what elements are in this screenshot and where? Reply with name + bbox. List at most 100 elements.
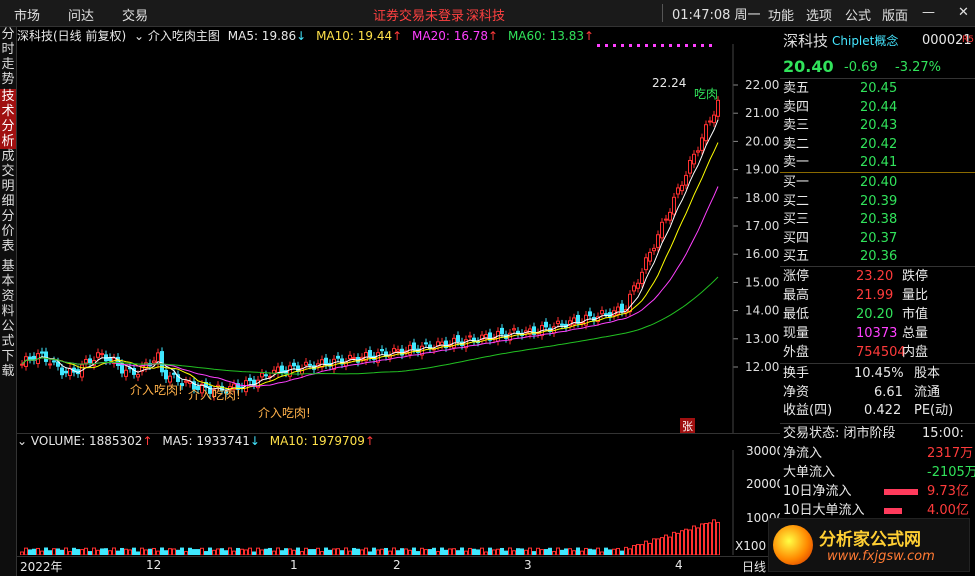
stock-code: 000021 [922, 33, 972, 48]
tab-formula-download[interactable]: 公式下载 [1, 319, 15, 379]
volume-bar [332, 548, 336, 555]
tab-trade-detail[interactable]: 成交明细 [1, 149, 15, 209]
dot-marker [621, 44, 624, 47]
volume-bar [700, 523, 704, 555]
candle [196, 386, 200, 391]
kline-chart[interactable]: 22.00 21.00 20.00 19.00 18.00 17.00 16.00 15.00… [17, 44, 780, 434]
ma20-value: MA20: 16.78 [412, 29, 489, 43]
candle [304, 361, 308, 366]
indicator-dropdown-icon[interactable]: ⌄ [134, 29, 145, 43]
stock-name: 深科技 [783, 32, 829, 50]
volume-bar [688, 529, 692, 555]
volume-bar [560, 549, 564, 555]
chart-title: 深科技(日线 前复权) [17, 29, 127, 43]
turnover-label: 换手 [783, 366, 810, 381]
volume-bar [556, 547, 560, 555]
volume-bar [680, 530, 684, 555]
menu-market[interactable]: 市场 [14, 9, 41, 24]
login-notice[interactable]: 证券交易未登录 [373, 9, 465, 24]
menu-trade[interactable]: 交易 [122, 9, 149, 24]
stat-label: 外盘 [783, 345, 810, 360]
candle [152, 360, 156, 364]
volume-chart[interactable] [17, 450, 780, 555]
stat-value: 20.20 [856, 307, 894, 322]
volume-bar [384, 547, 388, 555]
candle [500, 327, 504, 335]
volume-bar [388, 550, 392, 555]
candle [260, 372, 264, 378]
volume-bar [504, 550, 508, 555]
logo-title: 分析家公式网 [819, 530, 921, 550]
volume-bar [408, 549, 412, 555]
stat-label: 最高 [783, 288, 810, 303]
price-tick: 14.00 [745, 304, 779, 318]
candle [208, 385, 212, 394]
volume-bar [156, 550, 160, 555]
candle [280, 365, 284, 373]
candle [708, 120, 712, 123]
volume-bar [676, 532, 680, 555]
vol-unit: X100 [735, 539, 767, 553]
candle [348, 354, 352, 360]
tab-basic-info[interactable]: 基本资料 [1, 259, 15, 319]
candle [656, 234, 660, 248]
volume-bar [544, 549, 548, 555]
candle [324, 357, 328, 366]
bid-price: 20.37 [860, 230, 898, 246]
tab-tech-analysis[interactable]: 技术分析 [0, 89, 16, 149]
volume-bar [684, 528, 688, 555]
trade-time: 15:00: [922, 426, 964, 441]
eps-value: 0.422 [864, 403, 902, 418]
volume-bar [608, 549, 612, 555]
volume-bar [44, 547, 48, 555]
volume-bar [308, 549, 312, 555]
menu-options[interactable]: 选项 [806, 9, 833, 24]
dot-marker [645, 44, 648, 47]
candle [288, 365, 292, 377]
menu-formula[interactable]: 公式 [845, 9, 872, 24]
close-icon[interactable]: ✕ [958, 5, 969, 20]
volume-bars [20, 519, 720, 555]
flow-label: 10日大单流入 [783, 503, 865, 518]
tab-timeshare[interactable]: 分时走势 [1, 27, 15, 87]
volume-bar [572, 550, 576, 555]
menu-function[interactable]: 功能 [768, 9, 795, 24]
volume-bar [336, 548, 340, 555]
candle [692, 153, 696, 165]
candle [40, 351, 44, 354]
indicator-name[interactable]: 介入吃肉主图 [147, 29, 220, 43]
price-tick: 16.00 [745, 247, 779, 261]
volume-bar [536, 547, 540, 555]
volume-bar [412, 547, 416, 555]
stat-label: 内盘 [902, 345, 929, 360]
volume-bar [432, 547, 436, 555]
flower-logo-icon [773, 525, 813, 565]
volume-bar [236, 547, 240, 555]
minimize-icon[interactable]: — [922, 5, 935, 20]
candle [632, 285, 636, 292]
menu-wenda[interactable]: 问达 [68, 9, 95, 24]
stock-link[interactable]: 深科技 [466, 9, 506, 24]
volume-bar [216, 548, 220, 555]
period-label[interactable]: 日线 [742, 560, 767, 574]
volume-bar [472, 548, 476, 555]
volume-bar [288, 548, 292, 555]
candle [588, 311, 592, 317]
concept-tag[interactable]: Chiplet概念 [832, 34, 899, 48]
stat-label: 现量 [783, 326, 810, 341]
dot-marker [669, 44, 672, 47]
candle [236, 383, 240, 390]
tab-price-table[interactable]: 分价表 [1, 209, 15, 254]
candle [164, 369, 168, 380]
volume-bar [88, 551, 92, 555]
candle [292, 362, 296, 367]
up-arrow-icon: ↑ [364, 434, 375, 448]
x-axis-label: 12 [146, 558, 162, 572]
menu-layout[interactable]: 版面 [882, 9, 909, 24]
volume-bar [176, 549, 180, 555]
eps-label: 收益(四) [783, 403, 833, 418]
candle [652, 247, 656, 252]
ask-price: 20.41 [860, 155, 898, 170]
volume-bar [240, 548, 244, 555]
volume-dropdown-icon[interactable]: ⌄ [17, 434, 28, 448]
